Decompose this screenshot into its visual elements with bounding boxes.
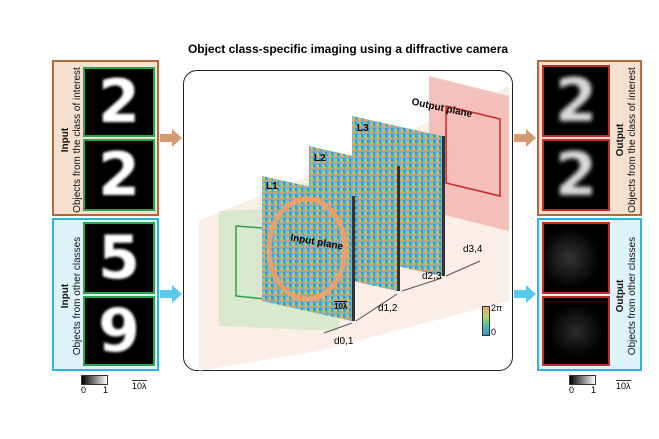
output-plane-frame — [445, 105, 501, 197]
distance-d12: d1,2 — [378, 303, 398, 314]
figure-title: Object class-specific imaging using a di… — [187, 42, 509, 56]
input-digit-image: 9 — [83, 296, 155, 366]
layer-label-L1: L1 — [266, 181, 278, 192]
layer-scale-bar: 10λ — [334, 301, 348, 311]
output-image: 2 — [542, 65, 610, 137]
layer-label-L2: L2 — [314, 153, 326, 164]
output-image — [542, 296, 610, 366]
colorbar-max: 1 — [103, 385, 109, 395]
diffractive-camera-diagram: Input plane Output plane L1 L2 L3 10λ d0… — [183, 70, 513, 371]
output-interest-panel: 2 2 Output Objects from the class of inte… — [537, 60, 642, 216]
output-other-panel: Output Objects from other classes — [537, 218, 642, 371]
colorbar-min: 0 — [81, 385, 87, 395]
output-other-label: Output Objects from other classes — [615, 236, 638, 356]
layer-label-L3: L3 — [357, 123, 369, 134]
scale-bar: 10λ — [616, 380, 631, 391]
colorbar-max: 1 — [591, 385, 597, 395]
output-image — [542, 222, 610, 294]
input-interest-panel: Input Objects from the class of interest … — [52, 60, 159, 216]
distance-d23: d2,3 — [422, 271, 442, 282]
distance-d01: d0,1 — [334, 336, 354, 347]
distance-d34: d3,4 — [463, 244, 483, 255]
output-intensity-colorbar — [569, 375, 596, 385]
scale-bar: 10λ — [132, 380, 147, 391]
output-plane — [429, 76, 509, 231]
input-digit-image: 2 — [83, 139, 155, 211]
intensity-colorbar — [81, 375, 108, 385]
output-interest-label: Output Objects from the class of interest — [615, 67, 638, 213]
input-digit-image: 2 — [83, 67, 155, 137]
output-image: 2 — [542, 139, 610, 211]
input-other-panel: Input Objects from other classes 5 9 — [52, 218, 159, 371]
phase-min: 0 — [491, 327, 497, 337]
colorbar-min: 0 — [569, 385, 575, 395]
input-interest-label: Input Objects from the class of interest — [60, 67, 83, 213]
input-other-label: Input Objects from other classes — [60, 236, 83, 356]
arrow-interest-in — [160, 129, 182, 147]
arrow-other-out — [514, 285, 536, 303]
arrow-other-in — [160, 285, 182, 303]
phase-colorbar — [482, 306, 490, 336]
input-digit-image: 5 — [83, 222, 155, 294]
phase-max: 2π — [491, 303, 503, 313]
arrow-interest-out — [514, 129, 536, 147]
